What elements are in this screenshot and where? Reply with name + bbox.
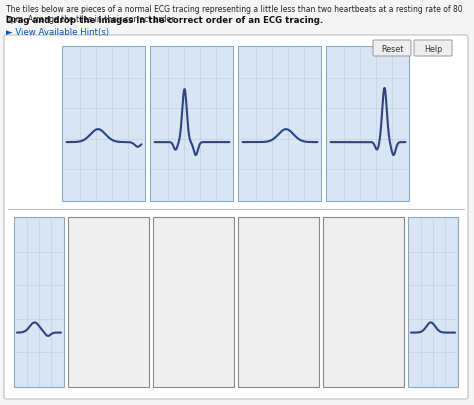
- FancyBboxPatch shape: [414, 41, 452, 57]
- Bar: [327, 47, 410, 202]
- Bar: [68, 217, 149, 387]
- Bar: [14, 217, 64, 387]
- Text: The tiles below are pieces of a normal ECG tracing representing a little less th: The tiles below are pieces of a normal E…: [6, 5, 463, 24]
- Bar: [238, 47, 321, 202]
- Text: Reset: Reset: [381, 45, 403, 53]
- FancyBboxPatch shape: [373, 41, 411, 57]
- Bar: [153, 217, 234, 387]
- Text: Drag and drop the images in the correct order of an ECG tracing.: Drag and drop the images in the correct …: [6, 16, 323, 25]
- Bar: [408, 217, 458, 387]
- Text: Help: Help: [424, 45, 442, 53]
- Text: ► View Available Hint(s): ► View Available Hint(s): [6, 28, 109, 37]
- FancyBboxPatch shape: [4, 36, 468, 399]
- Bar: [238, 217, 319, 387]
- Bar: [151, 47, 234, 202]
- Bar: [63, 47, 146, 202]
- Bar: [323, 217, 404, 387]
